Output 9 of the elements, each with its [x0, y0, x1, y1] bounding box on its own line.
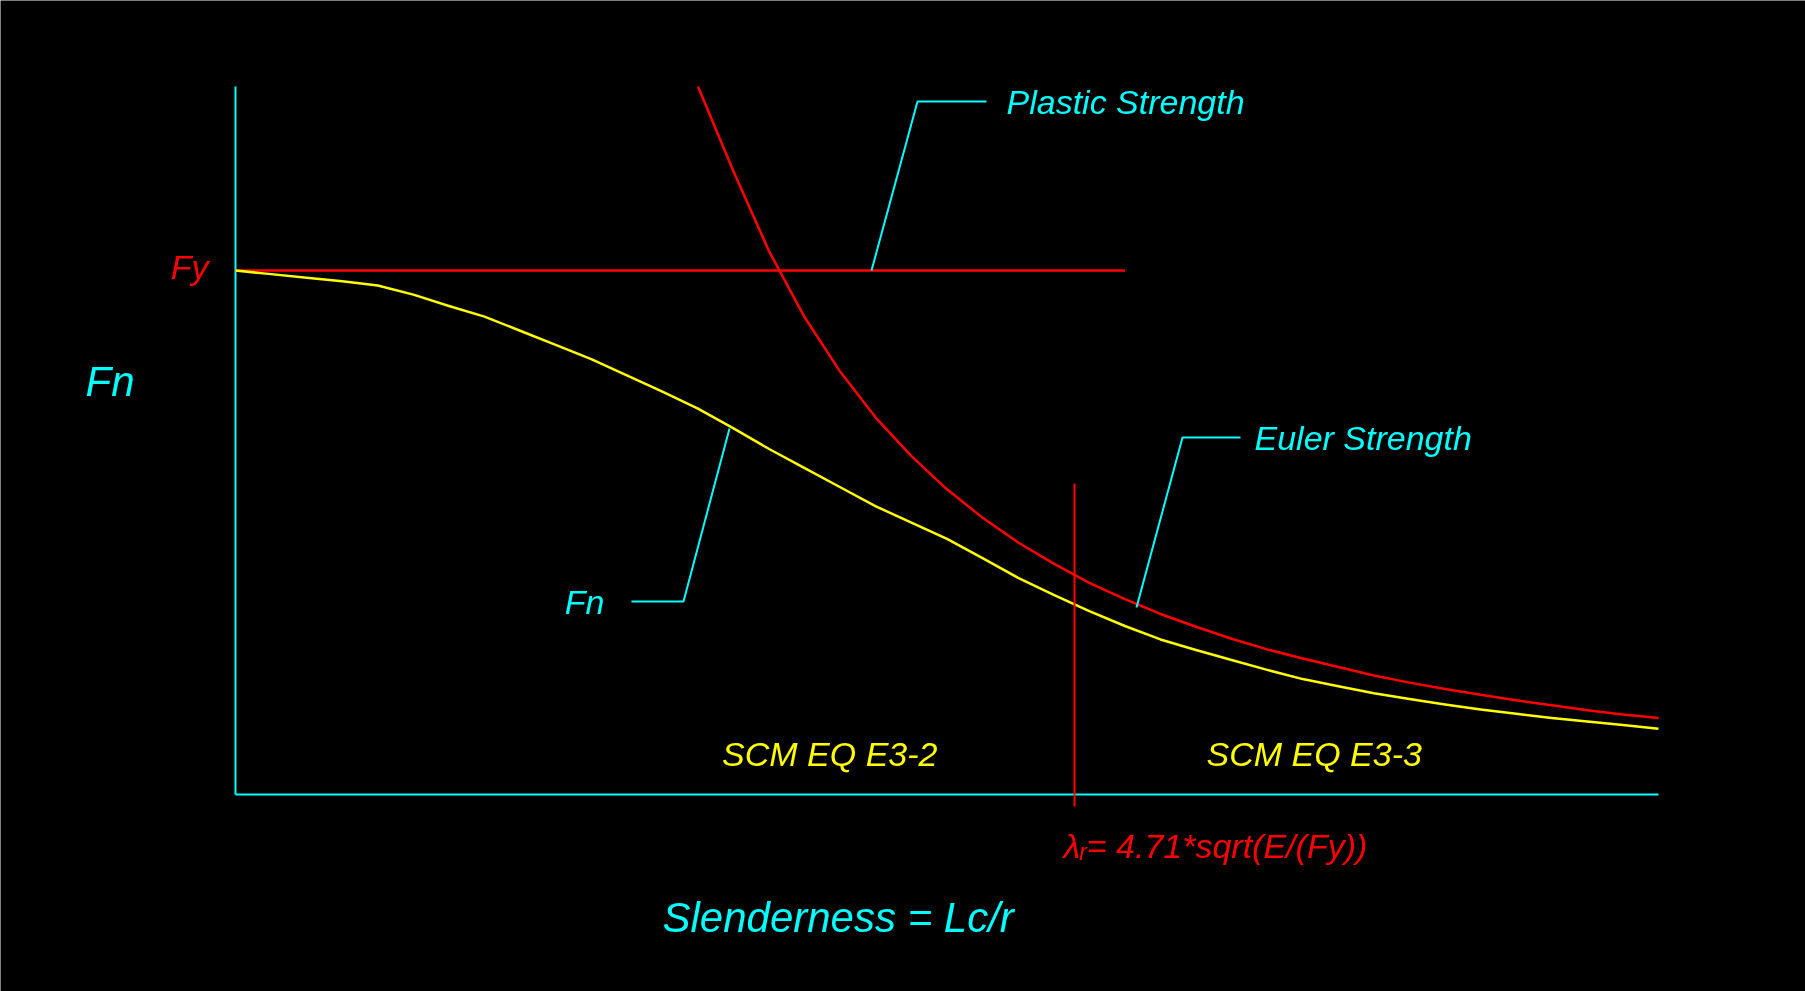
text: Fy [170, 247, 211, 286]
annotation: SCM EQ E3-3 [1206, 734, 1422, 773]
text: λᵣ= 4.71*sqrt(E/(Fy)) [1061, 826, 1368, 865]
x-axis-title: Slenderness = Lc/r [662, 894, 1016, 941]
annotation: Plastic Strength [1006, 82, 1245, 121]
annotation: Euler Strength [1254, 418, 1472, 457]
annotation: SCM EQ E3-2 [722, 734, 938, 773]
y-axis-title: Fn [85, 358, 135, 405]
annotation: Fn [564, 582, 605, 621]
